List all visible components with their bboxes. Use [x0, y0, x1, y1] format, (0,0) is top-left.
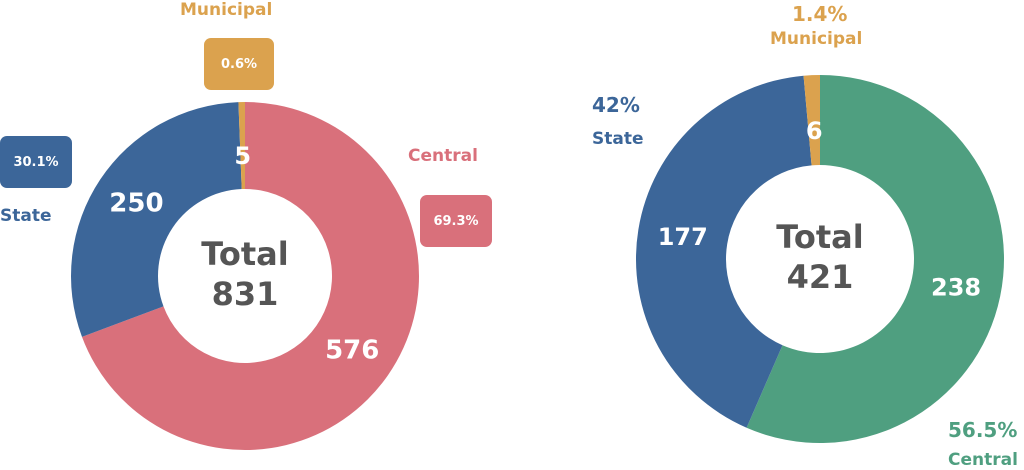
- right-slice-central: [746, 75, 1004, 444]
- left-value-label-state: 250: [109, 189, 163, 219]
- right-center-label: Total: [776, 218, 863, 256]
- right-slice-state: [635, 75, 812, 428]
- left-center-label: Total: [201, 235, 288, 273]
- left-slice-municipal: [238, 102, 245, 190]
- right-state-label: State: [592, 129, 644, 149]
- right-value-label-central: 238: [931, 273, 981, 301]
- left-central-percent-badge: 69.3%: [420, 195, 492, 247]
- left-central-label: Central: [408, 146, 478, 166]
- left-center-total: 831: [212, 275, 279, 313]
- right-municipal-percent: 1.4%: [792, 2, 848, 26]
- left-value-label-municipal: 5: [234, 142, 251, 170]
- left-value-label-central: 576: [325, 335, 379, 365]
- right-slice-municipal: [803, 75, 820, 166]
- right-municipal-label: Municipal: [770, 29, 863, 49]
- left-slice-state: [71, 102, 242, 337]
- left-slice-central: [81, 102, 420, 451]
- right-center-total: 421: [787, 258, 854, 296]
- left-municipal-label: Municipal: [180, 0, 273, 20]
- right-state-percent: 42%: [592, 93, 640, 117]
- left-state-label: State: [0, 206, 52, 226]
- right-value-label-state: 177: [658, 223, 708, 251]
- right-value-label-municipal: 6: [806, 117, 823, 145]
- left-municipal-percent-badge: 0.6%: [204, 38, 274, 90]
- right-central-percent: 56.5%: [948, 418, 1018, 442]
- left-state-percent-badge: 30.1%: [0, 136, 72, 188]
- right-central-label: Central: [948, 450, 1018, 470]
